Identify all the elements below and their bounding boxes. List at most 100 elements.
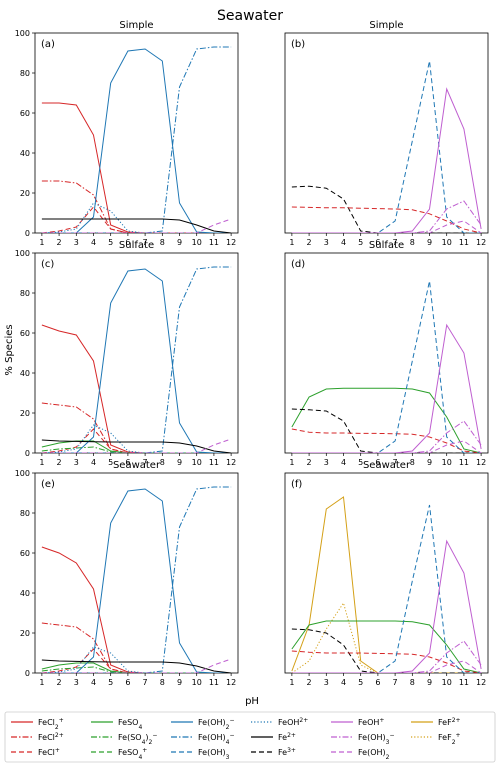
x-tick-label: 2: [57, 678, 62, 687]
x-tick-label: 5: [358, 678, 363, 687]
x-tick-label: 8: [160, 678, 165, 687]
x-tick-label: 7: [393, 458, 398, 467]
legend-label: Fe(OH)4−: [198, 732, 235, 746]
x-tick-label: 4: [341, 458, 346, 467]
x-tick-label: 4: [341, 238, 346, 247]
series-feoh-: [291, 87, 482, 233]
x-tick-label: 4: [341, 678, 346, 687]
legend-box: [4, 711, 496, 763]
x-tick-label: 5: [108, 678, 113, 687]
x-tick-label: 9: [177, 458, 182, 467]
x-tick-label: 8: [160, 238, 165, 247]
legend-item: Fe2+: [251, 732, 296, 742]
legend-item: Fe3+: [251, 747, 296, 758]
x-tick-label: 6: [125, 238, 130, 247]
legend-item: Fe(OH)3−: [331, 732, 395, 746]
x-tick-label: 12: [476, 678, 486, 687]
series-fe2-: [41, 218, 232, 233]
series-feso4: [41, 440, 232, 453]
legend-label: FeCl2+: [38, 717, 64, 731]
x-tick-label: 2: [307, 678, 312, 687]
x-tick-label: 12: [226, 458, 236, 467]
series-fecl2-2-: [41, 622, 232, 673]
legend-item: Fe(SO4)2−: [91, 732, 157, 746]
legend-label: FeSO4+: [118, 747, 147, 761]
x-tick-label: 7: [393, 678, 398, 687]
x-tick-label: 5: [108, 458, 113, 467]
legend-item: FeSO4+: [91, 747, 147, 761]
legend-item: Fe(OH)4−: [171, 732, 235, 746]
legend-label: FeSO4: [118, 718, 142, 731]
x-tick-label: 3: [74, 458, 79, 467]
x-tick-label: 8: [410, 238, 415, 247]
figure-title: Seawater: [217, 8, 283, 24]
x-tick-label: 1: [39, 238, 44, 247]
legend-item: FeCl+: [11, 747, 60, 757]
panel-title: Seawater: [363, 460, 411, 471]
x-tick-label: 7: [393, 238, 398, 247]
plot-frame: [284, 472, 489, 674]
x-tick-label: 12: [476, 238, 486, 247]
x-tick-label: 6: [375, 458, 380, 467]
series-fe2-: [41, 439, 232, 453]
panels: Simple(a)1 2 3 4 5 6 7 8 9 10 11 12020406080100Simp…: [15, 20, 489, 687]
x-tick-label: 7: [143, 238, 148, 247]
x-tick-label: 6: [125, 458, 130, 467]
legend-label: FeOH2+: [278, 717, 308, 728]
x-tick-label: 2: [307, 458, 312, 467]
y-tick-label: 20: [20, 409, 30, 418]
plot-frame: [34, 32, 239, 234]
series-fecl2-2-: [41, 180, 232, 233]
series-fe3-: [291, 185, 482, 233]
series-fecl-: [291, 206, 482, 233]
panel-title: Simple: [119, 20, 153, 31]
y-tick-label: 80: [20, 69, 30, 78]
legend-label: Fe(OH)3: [198, 748, 230, 761]
x-tick-label: 11: [209, 458, 219, 467]
y-tick-label: 0: [25, 229, 30, 238]
panel-label: (a): [41, 39, 55, 50]
y-tick-label: 0: [25, 669, 30, 678]
series-fef2p: [291, 601, 482, 673]
x-tick-label: 11: [459, 678, 469, 687]
plot-frame: [34, 252, 239, 454]
y-tick-label: 40: [20, 369, 30, 378]
x-tick-label: 4: [91, 238, 96, 247]
y-tick-label: 20: [20, 189, 30, 198]
x-tick-label: 11: [459, 458, 469, 467]
legend-item: FeOH2+: [251, 717, 308, 728]
series-feoh3-: [291, 640, 482, 673]
x-tick-label: 9: [427, 238, 432, 247]
series-feoh4-: [41, 266, 232, 453]
y-tick-label: 100: [15, 29, 30, 38]
x-tick-label: 1: [289, 238, 294, 247]
series-feoh2-: [41, 488, 232, 673]
x-tick-label: 11: [459, 238, 469, 247]
x-tick-label: 8: [160, 458, 165, 467]
x-tick-label: 2: [307, 238, 312, 247]
legend-item: Fe(OH)2−: [171, 717, 235, 731]
series-fecl2-: [41, 546, 232, 673]
x-tick-label: 1: [39, 678, 44, 687]
legend-label: Fe(SO4)2−: [118, 732, 157, 746]
x-tick-label: 5: [358, 458, 363, 467]
x-tick-label: 10: [192, 678, 202, 687]
series-feso4: [291, 387, 482, 453]
series-fecl2-: [41, 324, 232, 453]
x-tick-label: 5: [358, 238, 363, 247]
x-tick-label: 2: [57, 458, 62, 467]
x-tick-label: 6: [375, 678, 380, 687]
panel-title: Seawater: [113, 460, 161, 471]
y-tick-label: 40: [20, 149, 30, 158]
series-feoh-: [291, 323, 482, 453]
legend-label: Fe3+: [278, 747, 296, 758]
x-tick-label: 9: [427, 678, 432, 687]
series-feoh3-: [291, 420, 482, 453]
series-feoh-: [291, 539, 482, 673]
legend-label: Fe(OH)3−: [358, 732, 395, 746]
y-tick-label: 100: [15, 469, 30, 478]
legend-item: FeCl2+: [11, 717, 64, 731]
x-tick-label: 4: [91, 458, 96, 467]
legend-item: Fe(OH)2: [331, 748, 390, 761]
